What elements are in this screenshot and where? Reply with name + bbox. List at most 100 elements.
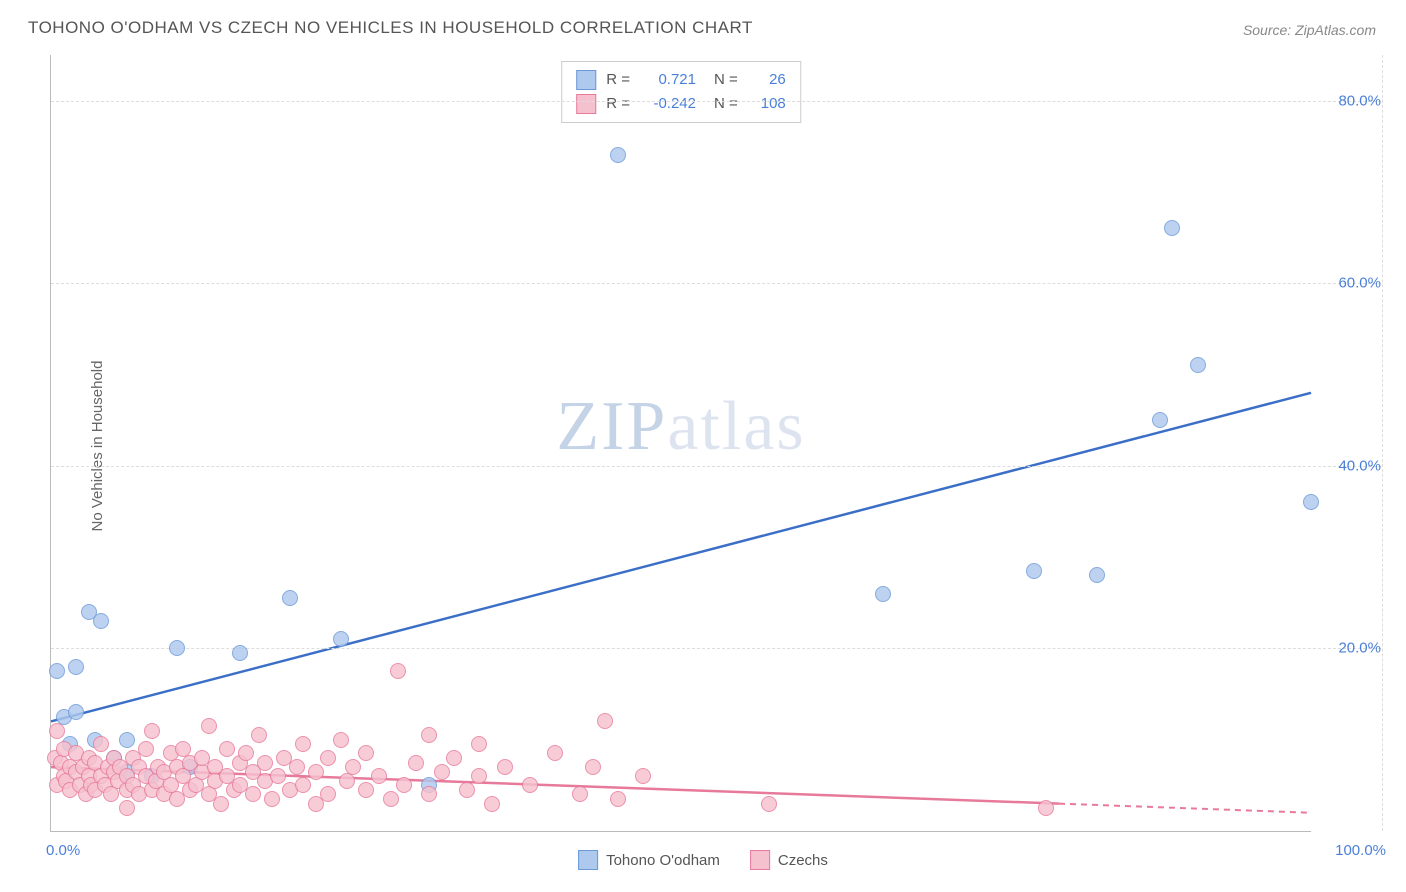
data-point [282, 590, 298, 606]
data-point [761, 796, 777, 812]
data-point [103, 786, 119, 802]
legend-n-value: 108 [748, 92, 786, 116]
data-point [484, 796, 500, 812]
legend-swatch [578, 850, 598, 870]
data-point [119, 800, 135, 816]
y-tick-label: 60.0% [1338, 275, 1381, 292]
data-point [49, 663, 65, 679]
watermark-zip: ZIP [556, 388, 667, 465]
legend-n-label: N = [714, 92, 738, 116]
trend-line-dashed [1059, 804, 1311, 813]
gridline [51, 648, 1381, 649]
y-tick-label: 40.0% [1338, 457, 1381, 474]
data-point [219, 741, 235, 757]
legend-n-label: N = [714, 68, 738, 92]
legend-item: Czechs [750, 850, 828, 870]
legend-row: R = -0.242 N = 108 [576, 92, 786, 116]
data-point [68, 704, 84, 720]
legend-r-label: R = [606, 92, 630, 116]
chart-title: TOHONO O'ODHAM VS CZECH NO VEHICLES IN H… [28, 18, 753, 38]
data-point [421, 786, 437, 802]
watermark-atlas: atlas [667, 388, 805, 465]
legend-n-value: 26 [748, 68, 786, 92]
data-point [610, 791, 626, 807]
data-point [408, 755, 424, 771]
data-point [257, 755, 273, 771]
legend-swatch [750, 850, 770, 870]
data-point [572, 786, 588, 802]
data-point [93, 613, 109, 629]
y-tick-label: 20.0% [1338, 640, 1381, 657]
data-point [270, 768, 286, 784]
trend-line [51, 393, 1311, 722]
right-guide-line [1382, 55, 1383, 831]
data-point [333, 732, 349, 748]
data-point [446, 750, 462, 766]
data-point [295, 777, 311, 793]
source-label: Source: ZipAtlas.com [1243, 22, 1376, 38]
data-point [1038, 800, 1054, 816]
data-point [358, 782, 374, 798]
x-tick-left: 0.0% [46, 842, 80, 859]
y-tick-label: 80.0% [1338, 92, 1381, 109]
data-point [459, 782, 475, 798]
watermark: ZIPatlas [556, 387, 805, 467]
data-point [1190, 357, 1206, 373]
data-point [201, 718, 217, 734]
data-point [547, 745, 563, 761]
data-point [396, 777, 412, 793]
data-point [93, 736, 109, 752]
data-point [471, 768, 487, 784]
data-point [339, 773, 355, 789]
data-point [1089, 567, 1105, 583]
data-point [295, 736, 311, 752]
data-point [238, 745, 254, 761]
data-point [144, 723, 160, 739]
data-point [434, 764, 450, 780]
legend-swatch [576, 94, 596, 114]
data-point [138, 741, 154, 757]
legend-series-name: Czechs [778, 852, 828, 869]
data-point [1164, 220, 1180, 236]
data-point [610, 147, 626, 163]
data-point [68, 659, 84, 675]
data-point [390, 663, 406, 679]
legend-row: R =0.721N =26 [576, 68, 786, 92]
gridline [51, 283, 1381, 284]
data-point [358, 745, 374, 761]
data-point [1303, 494, 1319, 510]
stats-legend: R =0.721N =26R =-0.242N =108 [561, 61, 801, 123]
data-point [383, 791, 399, 807]
data-point [522, 777, 538, 793]
data-point [169, 640, 185, 656]
legend-swatch [576, 70, 596, 90]
legend-r-label: R = [606, 68, 630, 92]
legend-item: Tohono O'odham [578, 850, 720, 870]
data-point [345, 759, 361, 775]
data-point [245, 786, 261, 802]
series-legend: Tohono O'odham Czechs [578, 850, 828, 870]
gridline [51, 101, 1381, 102]
data-point [289, 759, 305, 775]
legend-series-name: Tohono O'odham [606, 852, 720, 869]
plot-area: ZIPatlas R =0.721N =26R =-0.242N =108 20… [50, 55, 1311, 832]
data-point [232, 645, 248, 661]
data-point [1026, 563, 1042, 579]
data-point [308, 764, 324, 780]
data-point [635, 768, 651, 784]
data-point [471, 736, 487, 752]
trend-lines-svg [51, 55, 1311, 831]
data-point [371, 768, 387, 784]
data-point [421, 727, 437, 743]
data-point [49, 723, 65, 739]
data-point [333, 631, 349, 647]
data-point [251, 727, 267, 743]
legend-r-value: -0.242 [640, 92, 696, 116]
data-point [213, 796, 229, 812]
data-point [875, 586, 891, 602]
gridline [51, 466, 1381, 467]
data-point [585, 759, 601, 775]
data-point [497, 759, 513, 775]
data-point [320, 750, 336, 766]
data-point [320, 786, 336, 802]
